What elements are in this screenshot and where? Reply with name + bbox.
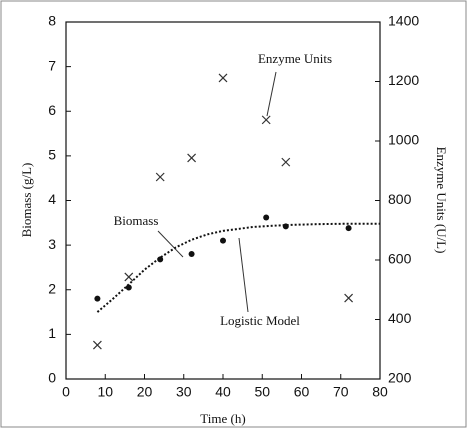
data-point <box>261 115 271 125</box>
x-tick-label: 30 <box>176 384 192 400</box>
x-tick-label: 0 <box>62 384 70 400</box>
data-point <box>155 172 165 182</box>
y-tick-label: 6 <box>48 102 56 118</box>
y2-tick-label: 400 <box>388 310 412 326</box>
data-point <box>125 284 132 291</box>
annotation: Biomass <box>114 213 159 228</box>
annotation: Logistic Model <box>220 313 300 328</box>
y-tick-label: 5 <box>48 147 56 163</box>
y2-axis-label: Enzyme Units (U/L) <box>434 147 449 254</box>
annotation-pointer <box>266 71 277 117</box>
x-axis-label: Time (h) <box>200 411 245 426</box>
annotation-pointer <box>238 237 249 313</box>
data-point <box>187 153 197 163</box>
annotation-pointer <box>157 230 184 258</box>
data-point <box>92 340 102 350</box>
x-tick-label: 80 <box>372 384 388 400</box>
data-point <box>94 295 101 302</box>
data-point <box>344 293 354 303</box>
x-tick-label: 70 <box>333 384 349 400</box>
data-point <box>220 237 226 244</box>
y2-tick-label: 1200 <box>388 72 419 88</box>
y-tick-label: 0 <box>48 370 56 386</box>
data-point <box>188 251 195 258</box>
x-tick-label: 20 <box>137 384 153 400</box>
data-point <box>281 157 291 167</box>
y2-tick-label: 200 <box>388 370 412 386</box>
x-tick-label: 50 <box>254 384 270 400</box>
y-tick-label: 7 <box>48 57 56 73</box>
model-line <box>96 222 380 313</box>
data-point <box>263 214 270 221</box>
x-tick-label: 40 <box>215 384 231 400</box>
x-tick-label: 60 <box>294 384 310 400</box>
y-tick-label: 1 <box>48 325 56 341</box>
data-point <box>124 272 134 282</box>
y2-tick-label: 1000 <box>388 132 419 148</box>
y-tick-label: 4 <box>48 191 56 207</box>
data-point <box>218 73 228 83</box>
y2-tick-label: 1400 <box>388 13 419 29</box>
y-tick-label: 2 <box>48 280 56 296</box>
y-tick-label: 3 <box>48 236 56 252</box>
y2-tick-label: 600 <box>388 251 412 267</box>
data-point <box>345 225 352 232</box>
y-axis-label: Biomass (g/L) <box>19 163 34 238</box>
x-tick-label: 10 <box>97 384 113 400</box>
annotation: Enzyme Units <box>258 51 332 66</box>
y2-tick-label: 800 <box>388 191 412 207</box>
y-tick-label: 8 <box>48 13 56 29</box>
